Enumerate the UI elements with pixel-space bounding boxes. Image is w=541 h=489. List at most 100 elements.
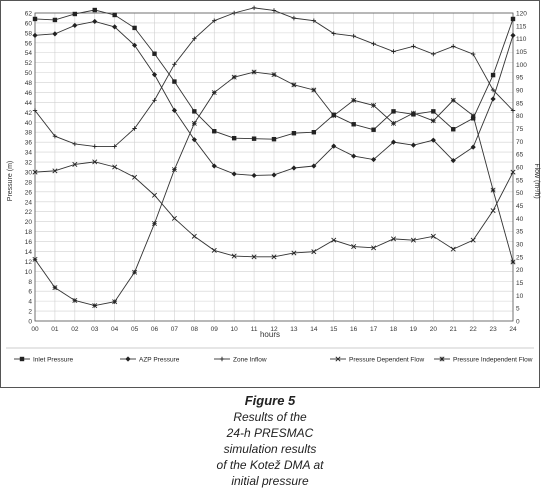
chart-series-markers <box>32 5 516 309</box>
y2-tick-label: 45 <box>516 203 524 210</box>
data-point <box>470 144 476 150</box>
data-point <box>391 49 396 54</box>
data-point <box>231 253 237 259</box>
data-point <box>251 136 257 141</box>
data-point <box>371 102 377 108</box>
figure-label: Figure 5 <box>244 393 296 408</box>
y-tick-label: 50 <box>25 70 33 77</box>
data-point <box>271 254 277 260</box>
y-axis-label: Pressure (m) <box>7 161 14 201</box>
data-point <box>32 256 38 262</box>
data-point <box>470 113 476 119</box>
data-point <box>490 187 496 193</box>
data-point <box>72 297 78 303</box>
x-tick-label: 10 <box>231 326 239 333</box>
data-point <box>132 126 137 131</box>
legend-swatch-marker <box>125 356 131 362</box>
caption-line: simulation results <box>223 442 317 456</box>
data-point <box>251 5 257 11</box>
y2-tick-label: 75 <box>516 126 524 133</box>
data-point <box>370 156 377 163</box>
data-point <box>52 134 58 139</box>
data-point <box>291 82 297 88</box>
y2-tick-label: 115 <box>516 23 527 30</box>
y2-tick-label: 90 <box>516 88 524 95</box>
data-point <box>411 44 416 49</box>
data-point <box>470 237 476 243</box>
data-point <box>52 17 58 23</box>
y2-tick-label: 55 <box>516 177 524 184</box>
data-point <box>410 237 416 243</box>
data-point <box>510 169 516 175</box>
caption-line: 24-h PRESMAC <box>226 426 314 440</box>
data-point <box>431 109 436 114</box>
data-point <box>430 137 436 143</box>
data-point <box>112 144 117 149</box>
data-point <box>291 165 297 171</box>
x-tick-label: 00 <box>31 326 39 333</box>
data-point <box>490 96 496 102</box>
legend-label: Inlet Pressure <box>33 357 73 364</box>
data-point <box>171 167 177 173</box>
data-point <box>391 109 396 114</box>
y2-tick-label: 15 <box>516 280 524 287</box>
data-point <box>510 16 516 22</box>
y-tick-label: 56 <box>25 40 33 47</box>
data-point <box>231 171 237 177</box>
data-point <box>291 15 297 21</box>
caption-line: initial pressure <box>231 474 309 488</box>
data-point <box>311 18 317 23</box>
data-point <box>331 143 337 149</box>
x-tick-label: 23 <box>489 326 497 333</box>
y-tick-label: 48 <box>25 80 33 87</box>
data-point <box>211 247 217 253</box>
y2-tick-label: 30 <box>516 242 524 249</box>
data-point <box>132 25 137 31</box>
x-tick-label: 22 <box>470 326 478 333</box>
y2-tick-label: 65 <box>516 152 524 159</box>
data-point <box>92 159 98 165</box>
x-tick-label: 13 <box>290 326 298 333</box>
y2-tick-label: 105 <box>516 49 527 56</box>
y-tick-label: 22 <box>25 209 33 216</box>
data-point <box>331 113 337 119</box>
y2-tick-label: 40 <box>516 216 524 223</box>
caption-line: Results of the <box>233 410 307 424</box>
data-point <box>251 69 257 75</box>
data-point <box>351 33 356 39</box>
y-tick-label: 8 <box>28 279 32 286</box>
data-point <box>311 130 317 135</box>
x-tick-label: 24 <box>509 326 517 333</box>
data-point <box>351 122 356 127</box>
data-point <box>311 249 317 255</box>
y2-tick-label: 10 <box>516 293 524 300</box>
y2-tick-label: 120 <box>516 11 527 18</box>
data-point <box>251 254 257 260</box>
legend-swatch-marker <box>19 356 25 362</box>
data-point <box>112 164 118 170</box>
y2-tick-label: 85 <box>516 100 524 107</box>
data-point <box>92 144 97 149</box>
data-point <box>271 136 277 142</box>
x-tick-label: 21 <box>450 326 458 333</box>
data-point <box>191 233 197 239</box>
y-tick-label: 4 <box>28 299 32 306</box>
data-point <box>151 72 158 78</box>
data-point <box>192 36 197 41</box>
data-point <box>52 285 58 291</box>
data-point <box>470 116 476 121</box>
data-point <box>311 163 317 169</box>
data-point <box>171 107 178 113</box>
data-point <box>192 109 197 114</box>
data-point <box>470 51 476 57</box>
data-point <box>32 16 38 22</box>
y-tick-label: 10 <box>25 269 33 276</box>
data-point <box>351 244 357 250</box>
x-tick-label: 05 <box>131 326 139 333</box>
data-point <box>490 72 496 78</box>
data-point <box>52 31 58 37</box>
y-tick-label: 0 <box>28 319 32 326</box>
x-tick-label: 11 <box>251 326 258 333</box>
data-point <box>291 250 297 256</box>
data-point <box>191 137 197 143</box>
